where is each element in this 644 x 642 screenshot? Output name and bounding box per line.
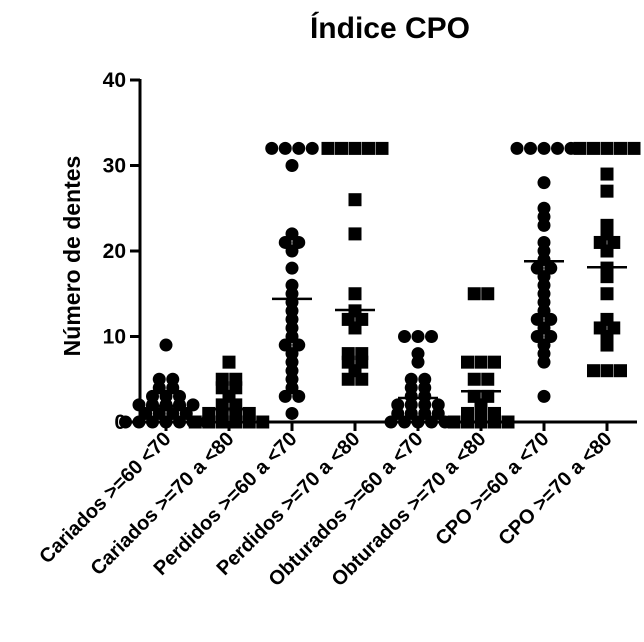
data-point bbox=[537, 176, 551, 190]
data-point bbox=[215, 372, 229, 386]
mean-lines bbox=[146, 260, 627, 411]
chart-title: Índice CPO bbox=[310, 11, 470, 45]
data-point bbox=[481, 287, 495, 301]
data-point bbox=[188, 415, 202, 429]
data-point bbox=[229, 372, 243, 386]
data-point bbox=[391, 398, 405, 412]
data-point bbox=[278, 141, 292, 155]
data-point bbox=[537, 389, 551, 403]
data-point bbox=[627, 141, 641, 155]
data-point bbox=[587, 141, 600, 155]
data-point bbox=[537, 235, 551, 249]
data-point bbox=[305, 141, 319, 155]
data-point bbox=[265, 141, 279, 155]
data-point bbox=[355, 347, 369, 361]
data-point bbox=[132, 398, 146, 412]
data-point bbox=[418, 372, 432, 386]
data-point bbox=[285, 278, 299, 292]
data-point bbox=[321, 141, 335, 155]
data-points bbox=[119, 141, 641, 429]
data-point bbox=[159, 338, 173, 352]
data-point bbox=[614, 141, 627, 155]
data-point bbox=[481, 389, 495, 403]
data-point bbox=[600, 184, 614, 198]
y-tick-label: 20 bbox=[103, 240, 126, 263]
y-tick-label: 10 bbox=[103, 326, 126, 349]
y-tick-label: 30 bbox=[103, 155, 126, 178]
data-point bbox=[335, 141, 348, 155]
data-point bbox=[467, 372, 481, 386]
data-point bbox=[119, 415, 132, 429]
data-point bbox=[166, 372, 180, 386]
data-point bbox=[474, 355, 488, 369]
data-point bbox=[467, 389, 481, 403]
y-axis-label: Número de dentes bbox=[59, 156, 85, 357]
data-point bbox=[600, 312, 614, 326]
data-point bbox=[348, 141, 362, 155]
data-point bbox=[600, 364, 614, 378]
data-point bbox=[467, 287, 481, 301]
y-axis-ticks: 010203040 bbox=[103, 69, 140, 434]
data-point bbox=[348, 193, 362, 207]
data-point bbox=[600, 218, 614, 232]
data-point bbox=[488, 406, 501, 420]
data-point bbox=[425, 330, 438, 343]
data-point bbox=[488, 355, 501, 369]
data-point bbox=[186, 398, 200, 412]
data-point bbox=[447, 415, 461, 429]
data-point bbox=[285, 406, 299, 420]
data-point bbox=[461, 355, 474, 369]
data-point bbox=[600, 287, 614, 301]
data-point bbox=[398, 330, 411, 343]
x-tick-label: CPO >=60 a <70 bbox=[431, 428, 553, 550]
data-point bbox=[551, 141, 564, 155]
data-point bbox=[411, 347, 425, 361]
data-point bbox=[587, 364, 600, 378]
data-point bbox=[501, 415, 515, 429]
x-tick-label: CPO >=70 a <80 bbox=[494, 428, 616, 550]
data-point bbox=[614, 364, 627, 378]
data-point bbox=[524, 141, 537, 155]
data-point bbox=[285, 159, 299, 172]
data-point bbox=[411, 330, 425, 343]
data-point bbox=[510, 141, 524, 155]
data-point bbox=[375, 141, 389, 155]
data-point bbox=[481, 372, 495, 386]
data-point bbox=[573, 141, 587, 155]
data-point bbox=[537, 201, 551, 215]
data-point bbox=[348, 287, 362, 301]
data-point bbox=[341, 347, 355, 361]
data-point bbox=[461, 406, 474, 420]
data-point bbox=[537, 141, 551, 155]
data-point bbox=[285, 227, 299, 241]
data-point bbox=[292, 141, 306, 155]
y-tick-label: 40 bbox=[103, 69, 126, 92]
data-point bbox=[222, 355, 236, 369]
data-point bbox=[152, 372, 166, 386]
data-point bbox=[362, 141, 375, 155]
data-point bbox=[600, 167, 614, 181]
data-point bbox=[404, 372, 418, 386]
data-point bbox=[285, 261, 299, 275]
data-point bbox=[256, 415, 270, 429]
data-point bbox=[348, 227, 362, 241]
data-point bbox=[600, 141, 614, 155]
data-point bbox=[431, 398, 445, 412]
